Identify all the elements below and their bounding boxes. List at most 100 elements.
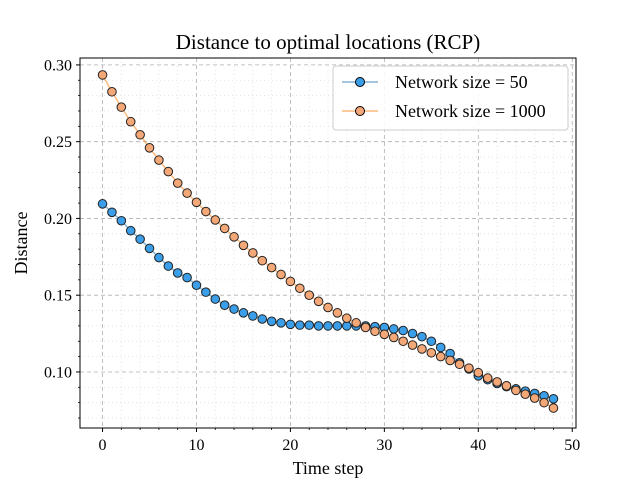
data-point-network-1000 [154, 155, 164, 165]
data-point-network-1000 [257, 255, 268, 266]
data-point-network-1000 [539, 397, 549, 408]
y-tick-label: 0.30 [44, 57, 72, 74]
data-point-network-50 [154, 252, 164, 263]
data-point-network-50 [182, 272, 192, 283]
data-point-network-50 [266, 316, 277, 327]
data-point-network-1000 [332, 308, 343, 318]
data-point-network-1000 [360, 322, 371, 333]
x-tick-label: 10 [188, 437, 204, 454]
legend-marker-network-1000 [355, 106, 365, 116]
x-tick-label: 40 [470, 437, 486, 454]
data-point-network-1000 [501, 380, 512, 391]
chart-title: Distance to optimal locations (RCP) [176, 30, 480, 54]
data-point-network-1000 [482, 373, 493, 383]
data-point-network-50 [248, 311, 258, 321]
data-point-network-50 [426, 336, 437, 347]
x-tick-label: 0 [99, 437, 107, 454]
data-point-network-50 [388, 324, 399, 334]
data-point-network-1000 [511, 385, 521, 396]
data-point-network-1000 [304, 290, 315, 300]
data-point-network-50 [323, 321, 333, 331]
data-point-network-1000 [435, 351, 446, 362]
data-point-network-1000 [248, 248, 258, 258]
data-point-network-50 [295, 320, 305, 330]
legend: Network size = 50 Network size = 1000 [332, 65, 569, 131]
data-point-network-1000 [182, 188, 192, 198]
y-tick-label: 0.20 [44, 211, 72, 228]
data-point-network-1000 [426, 347, 437, 358]
data-point-network-50 [201, 287, 211, 297]
y-tick-label: 0.10 [44, 364, 72, 381]
data-point-network-1000 [379, 329, 390, 340]
x-tick-label: 30 [376, 437, 392, 454]
data-point-network-1000 [548, 403, 559, 413]
data-point-network-50 [144, 243, 155, 254]
x-tick-label: 50 [564, 437, 580, 454]
data-point-network-50 [172, 268, 183, 278]
data-point-network-50 [163, 261, 174, 271]
data-point-network-50 [107, 207, 117, 218]
data-point-network-1000 [351, 318, 361, 328]
data-point-network-1000 [398, 336, 408, 347]
data-point-network-50 [407, 328, 418, 339]
data-point-network-1000 [445, 355, 455, 366]
data-point-network-1000 [219, 223, 230, 234]
data-point-network-1000 [295, 283, 305, 294]
data-point-network-1000 [238, 240, 249, 251]
data-point-network-1000 [125, 116, 136, 127]
legend-label-network-1000: Network size = 1000 [395, 101, 546, 121]
data-point-network-1000 [323, 302, 333, 313]
data-point-network-50 [417, 331, 427, 342]
data-point-network-1000 [407, 340, 418, 350]
data-point-network-50 [285, 319, 296, 330]
data-point-network-1000 [529, 393, 540, 403]
data-point-network-50 [313, 321, 324, 331]
data-point-network-1000 [201, 206, 211, 217]
data-point-network-50 [238, 308, 249, 318]
data-point-network-1000 [370, 326, 380, 337]
data-point-network-50 [435, 342, 446, 353]
data-point-network-1000 [191, 197, 202, 208]
data-point-network-50 [257, 314, 268, 324]
data-point-network-50 [304, 320, 315, 330]
data-point-network-1000 [144, 143, 155, 153]
data-point-network-1000 [464, 363, 474, 373]
data-point-network-50 [219, 300, 230, 310]
x-axis-label: Time step [293, 458, 364, 478]
data-point-network-1000 [276, 269, 286, 280]
data-point-network-50 [125, 225, 136, 236]
axis-ticks: 0 10 20 30 40 50 0.10 0.15 0.20 0.25 0.30 [44, 57, 580, 454]
legend-box [332, 65, 569, 131]
data-point-network-1000 [417, 344, 427, 354]
y-tick-label: 0.25 [44, 134, 72, 151]
legend-label-network-50: Network size = 50 [395, 72, 528, 92]
data-point-network-1000 [163, 166, 174, 177]
legend-marker-network-50 [355, 77, 365, 87]
data-point-network-1000 [97, 70, 108, 80]
data-point-network-1000 [341, 313, 352, 324]
data-point-network-1000 [116, 102, 127, 112]
data-point-network-1000 [285, 276, 296, 287]
data-point-network-50 [332, 321, 343, 331]
x-tick-label: 20 [282, 437, 298, 454]
data-point-network-50 [116, 215, 127, 226]
series-points [97, 70, 559, 413]
y-axis-label: Distance [11, 212, 31, 275]
y-tick-label: 0.15 [44, 288, 72, 305]
data-point-network-1000 [210, 215, 221, 225]
data-point-network-1000 [229, 232, 239, 242]
data-point-network-1000 [266, 262, 277, 273]
data-point-network-50 [191, 280, 202, 291]
data-point-network-1000 [520, 389, 531, 400]
data-point-network-50 [398, 325, 408, 336]
data-point-network-1000 [107, 86, 117, 97]
data-point-network-1000 [454, 359, 465, 370]
data-point-network-50 [548, 394, 559, 404]
data-point-network-50 [276, 318, 286, 328]
data-point-network-1000 [313, 296, 324, 307]
data-point-network-50 [97, 199, 108, 209]
data-point-network-50 [135, 234, 145, 244]
data-point-network-1000 [172, 178, 183, 188]
data-point-network-1000 [492, 377, 502, 387]
